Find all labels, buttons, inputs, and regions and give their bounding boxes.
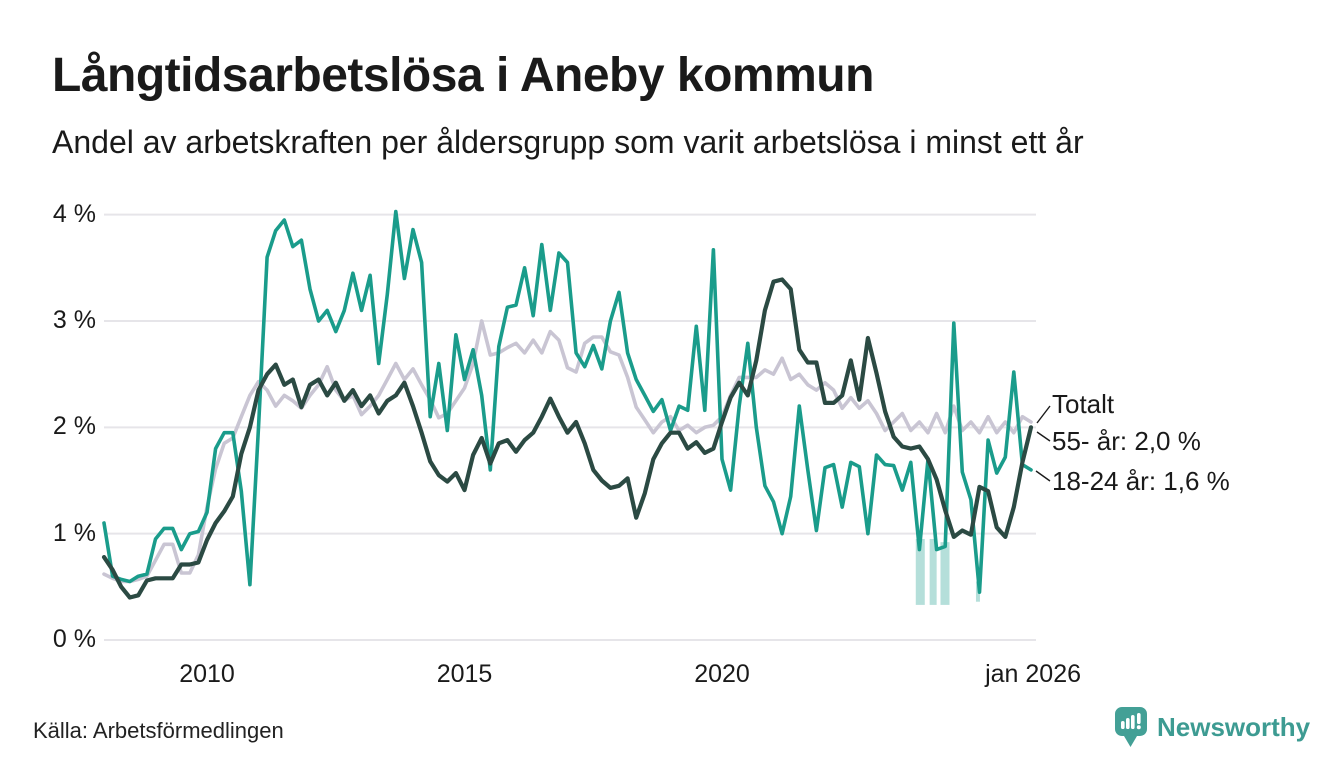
annotation-leader-line: [1036, 431, 1051, 442]
uncertain-value-bar: [929, 538, 937, 605]
uncertain-value-bar: [940, 542, 950, 605]
page-title: Långtidsarbetslösa i Aneby kommun: [52, 49, 874, 102]
newsworthy-icon: [1114, 706, 1148, 750]
series-line-18-24-r: [102, 209, 1033, 594]
x-tick-label: 2010: [179, 660, 235, 688]
annotation-leader-line: [1036, 405, 1051, 424]
y-tick-label: 4 %: [52, 199, 96, 228]
series-line-totalt: [102, 319, 1033, 584]
x-tick-label: 2015: [436, 660, 493, 688]
uncertain-value-bar: [915, 538, 925, 605]
annotation-leader-line: [1035, 470, 1051, 482]
series-label-18-24-ar: 18-24 år: 1,6 %: [1052, 466, 1230, 496]
y-tick-label: 3 %: [52, 306, 96, 334]
y-tick-label: 0 %: [52, 625, 96, 653]
newsworthy-logo-link[interactable]: Newsworthy: [1114, 706, 1310, 750]
y-tick-label: 1 %: [52, 518, 96, 547]
series-label-55-ar: 55- år: 2,0 %: [1052, 426, 1201, 456]
x-tick-label: 2020: [694, 660, 750, 688]
y-tick-label: 2 %: [52, 412, 96, 441]
page-subtitle: Andel av arbetskraften per åldersgrupp s…: [52, 124, 1084, 160]
series-line-55-r: [101, 277, 1034, 600]
newsworthy-wordmark: Newsworthy: [1157, 712, 1311, 742]
series-label-totalt: Totalt: [1052, 389, 1115, 419]
x-tick-label: jan 2026: [985, 660, 1082, 688]
source-note: Källa: Arbetsförmedlingen: [33, 718, 284, 743]
